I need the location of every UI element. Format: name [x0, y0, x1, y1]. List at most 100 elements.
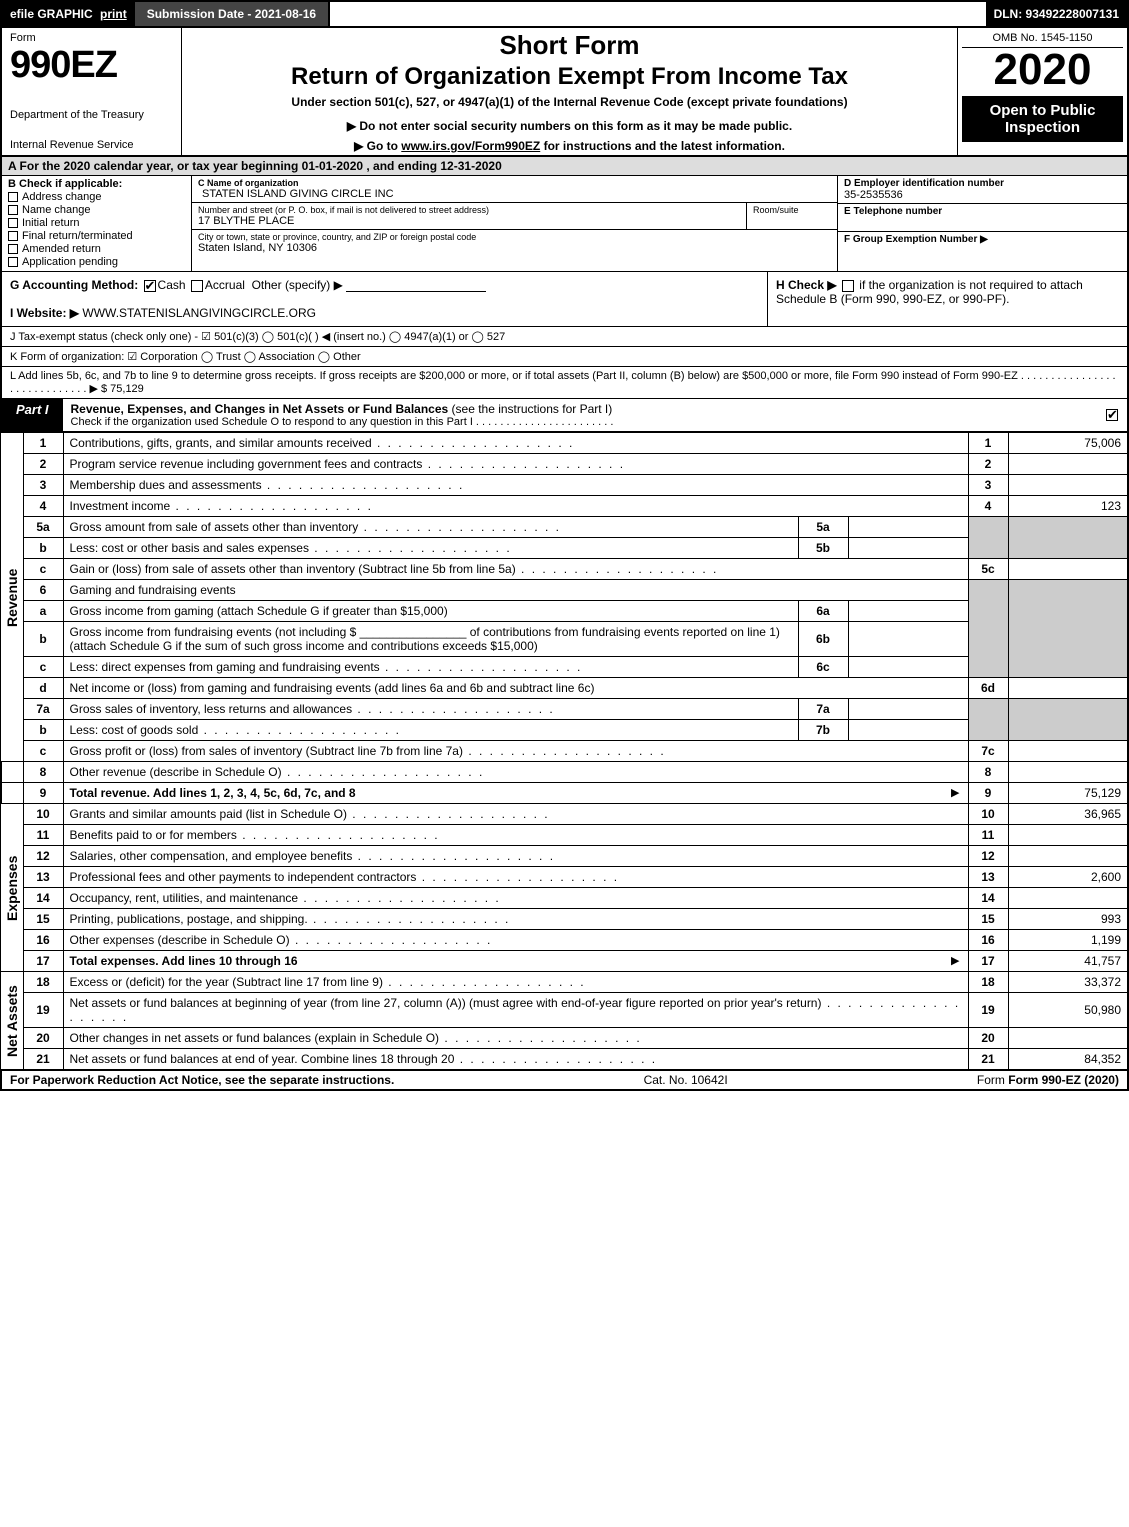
val-18: 33,372 [1008, 972, 1128, 993]
k-form-organization: K Form of organization: ☑ Corporation ◯ … [0, 347, 1129, 367]
ein-value: 35-2535536 [844, 189, 1121, 201]
col-2: 2 [968, 454, 1008, 475]
irs-link[interactable]: www.irs.gov/Form990EZ [401, 139, 540, 153]
val-5c [1008, 559, 1128, 580]
desc-20: Other changes in net assets or fund bala… [63, 1028, 968, 1049]
sub-6c: 6c [798, 657, 848, 678]
desc-17: Total expenses. Add lines 10 through 16 [63, 951, 968, 972]
col-4: 4 [968, 496, 1008, 517]
desc-6a: Gross income from gaming (attach Schedul… [63, 601, 798, 622]
subtitle: Under section 501(c), 527, or 4947(a)(1)… [190, 95, 949, 109]
checkbox-initial-return[interactable] [8, 218, 18, 228]
checkbox-accrual[interactable] [191, 280, 203, 292]
ln-7a: 7a [23, 699, 63, 720]
ln-1: 1 [23, 433, 63, 454]
checkbox-cash[interactable] [144, 280, 156, 292]
ln-5b: b [23, 538, 63, 559]
checkbox-part1-scheduleo[interactable] [1106, 409, 1118, 421]
goto-pre: ▶ Go to [354, 139, 401, 153]
short-form-title: Short Form [190, 30, 949, 61]
val-12 [1008, 846, 1128, 867]
desc-8: Other revenue (describe in Schedule O) [63, 762, 968, 783]
col-1: 1 [968, 433, 1008, 454]
checkbox-final-return[interactable] [8, 231, 18, 241]
col-13: 13 [968, 867, 1008, 888]
top-bar: efile GRAPHIC print Submission Date - 20… [0, 0, 1129, 28]
efile-print-box: efile GRAPHIC print [2, 2, 135, 26]
checkbox-address-change[interactable] [8, 192, 18, 202]
col-7c: 7c [968, 741, 1008, 762]
col-12: 12 [968, 846, 1008, 867]
paperwork-notice: For Paperwork Reduction Act Notice, see … [10, 1073, 394, 1087]
ln-7c: c [23, 741, 63, 762]
header-center-col: Short Form Return of Organization Exempt… [182, 28, 957, 155]
dept-treasury: Department of the Treasury [10, 109, 173, 121]
ln-12: 12 [23, 846, 63, 867]
ln-7b: b [23, 720, 63, 741]
part-1-title-bold: Revenue, Expenses, and Changes in Net As… [71, 402, 449, 416]
val-11 [1008, 825, 1128, 846]
desc-19: Net assets or fund balances at beginning… [63, 993, 968, 1028]
checkbox-h[interactable] [842, 280, 854, 292]
website-link[interactable]: WWW.STATENISLANGIVINGCIRCLE.ORG [82, 306, 316, 320]
submission-date-box: Submission Date - 2021-08-16 [135, 2, 330, 26]
checkbox-application-pending[interactable] [8, 257, 18, 267]
part-1-title-rest: (see the instructions for Part I) [448, 402, 612, 416]
side-label-revenue: Revenue [1, 433, 23, 762]
ln-19: 19 [23, 993, 63, 1028]
city-label: City or town, state or province, country… [198, 232, 831, 242]
col-17: 17 [968, 951, 1008, 972]
g-other-field[interactable] [346, 278, 486, 292]
desc-2: Program service revenue including govern… [63, 454, 968, 475]
h-schedule-b: H Check ▶ if the organization is not req… [767, 272, 1127, 326]
side-label-netassets: Net Assets [1, 972, 23, 1070]
topbar-fill [330, 2, 985, 26]
val-2 [1008, 454, 1128, 475]
subval-7b [848, 720, 968, 741]
section-def: D Employer identification number 35-2535… [837, 176, 1127, 271]
j-tax-exempt-status: J Tax-exempt status (check only one) - ☑… [0, 327, 1129, 347]
part-1-header: Part I Revenue, Expenses, and Changes in… [0, 399, 1129, 432]
col-14: 14 [968, 888, 1008, 909]
sub-5b: 5b [798, 538, 848, 559]
city-value: Staten Island, NY 10306 [198, 242, 831, 254]
col-16: 16 [968, 930, 1008, 951]
desc-5c: Gain or (loss) from sale of assets other… [63, 559, 968, 580]
part-1-title: Revenue, Expenses, and Changes in Net As… [63, 399, 1097, 431]
gh-row: G Accounting Method: Cash Accrual Other … [0, 272, 1129, 327]
ln-6c: c [23, 657, 63, 678]
financial-table: Revenue 1 Contributions, gifts, grants, … [0, 432, 1129, 1070]
col-21: 21 [968, 1049, 1008, 1070]
print-link[interactable]: print [100, 7, 127, 21]
ln-5c: c [23, 559, 63, 580]
org-name-label: C Name of organization [198, 178, 831, 188]
b-item-5: Application pending [22, 256, 118, 268]
desc-18: Excess or (deficit) for the year (Subtra… [63, 972, 968, 993]
sub-7b: 7b [798, 720, 848, 741]
val-17: 41,757 [1008, 951, 1128, 972]
col-20: 20 [968, 1028, 1008, 1049]
b-item-1: Name change [22, 204, 91, 216]
col-3: 3 [968, 475, 1008, 496]
section-b-title: B Check if applicable: [8, 178, 185, 190]
desc-6b: Gross income from fundraising events (no… [63, 622, 798, 657]
g-accounting: G Accounting Method: Cash Accrual Other … [2, 272, 767, 326]
g-accrual: Accrual [205, 278, 245, 292]
section-b: B Check if applicable: Address change Na… [2, 176, 192, 271]
street-value: 17 BLYTHE PLACE [198, 215, 740, 227]
l-gross-receipts: L Add lines 5b, 6c, and 7b to line 9 to … [0, 367, 1129, 399]
cat-no: Cat. No. 10642I [644, 1073, 728, 1087]
part-1-label: Part I [2, 399, 63, 431]
desc-11: Benefits paid to or for members [63, 825, 968, 846]
desc-7a: Gross sales of inventory, less returns a… [63, 699, 798, 720]
sub-6a: 6a [798, 601, 848, 622]
ln-10: 10 [23, 804, 63, 825]
ln-17: 17 [23, 951, 63, 972]
room-suite-label: Room/suite [747, 203, 837, 229]
desc-16: Other expenses (describe in Schedule O) [63, 930, 968, 951]
checkbox-amended-return[interactable] [8, 244, 18, 254]
checkbox-name-change[interactable] [8, 205, 18, 215]
val-21: 84,352 [1008, 1049, 1128, 1070]
ln-6d: d [23, 678, 63, 699]
ln-13: 13 [23, 867, 63, 888]
